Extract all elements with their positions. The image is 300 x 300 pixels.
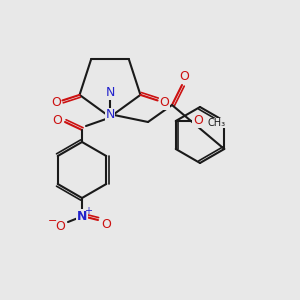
Text: N: N — [105, 109, 115, 122]
Text: CH₃: CH₃ — [208, 118, 226, 128]
Text: O: O — [52, 113, 62, 127]
Text: O: O — [159, 96, 169, 109]
Text: O: O — [179, 70, 189, 83]
Text: −: − — [48, 216, 58, 226]
Text: O: O — [193, 115, 203, 128]
Text: N: N — [105, 86, 115, 100]
Text: O: O — [101, 218, 111, 230]
Text: N: N — [77, 209, 87, 223]
Text: O: O — [55, 220, 65, 233]
Text: O: O — [51, 96, 61, 109]
Text: +: + — [84, 206, 92, 216]
